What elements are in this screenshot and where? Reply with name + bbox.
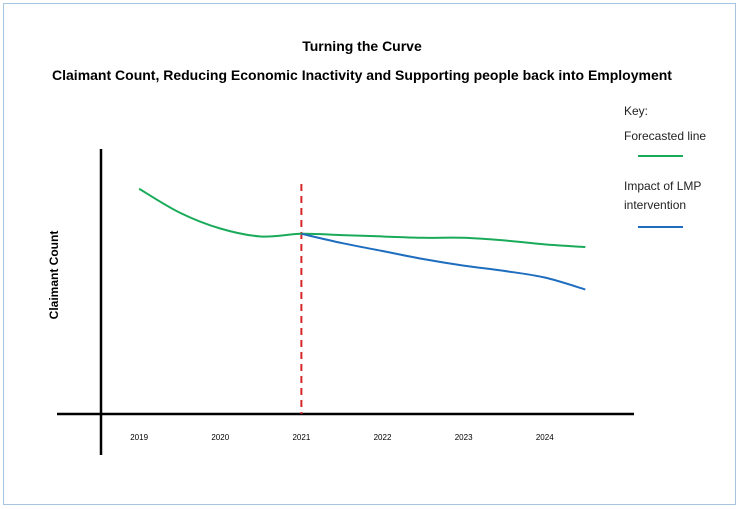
chart-subtitle: Claimant Count, Reducing Economic Inacti… [52, 67, 672, 83]
x-tick-label-2022: 2022 [374, 433, 392, 442]
series-line-forecasted [138, 187, 586, 249]
legend-title: Key: [624, 104, 648, 118]
legend-label-forecasted: Forecasted line [624, 129, 706, 143]
series-line-impact [301, 232, 586, 291]
x-tick-label-2024: 2024 [536, 433, 554, 442]
x-tick-label-2023: 2023 [455, 433, 473, 442]
legend-label-impact: Impact of LMP intervention [624, 179, 705, 212]
y-axis-label: Claimant Count [47, 231, 61, 320]
chart-title: Turning the Curve [302, 38, 422, 54]
x-tick-label-2019: 2019 [130, 433, 148, 442]
x-tick-label-2021: 2021 [292, 433, 310, 442]
chart-frame [3, 3, 736, 505]
series-lines [138, 187, 586, 291]
x-tick-labels: 2019 2020 2021 2022 2023 2024 [130, 433, 554, 442]
x-tick-label-2020: 2020 [211, 433, 229, 442]
